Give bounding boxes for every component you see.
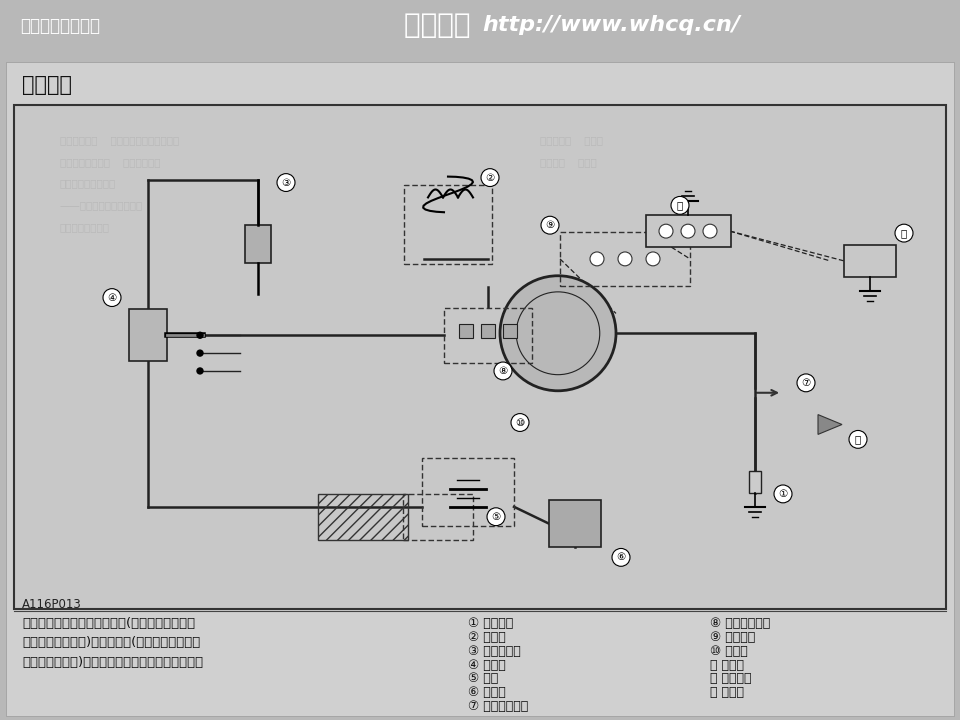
Text: 起动系统: 起动系统 (22, 76, 72, 96)
Text: ④: ④ (108, 292, 116, 302)
Text: ②: ② (486, 173, 494, 183)
Bar (245, 225, 271, 263)
Circle shape (481, 168, 499, 186)
Text: ⑬ 计时器: ⑬ 计时器 (710, 686, 744, 699)
Circle shape (774, 485, 792, 503)
Circle shape (541, 216, 559, 234)
Circle shape (500, 276, 616, 391)
Circle shape (197, 350, 203, 356)
Text: 启动系统: 启动系统 (404, 11, 480, 39)
Bar (560, 232, 690, 286)
Polygon shape (818, 415, 842, 434)
Circle shape (487, 508, 505, 526)
Text: 武汉川崎机电编制: 武汉川崎机电编制 (20, 17, 100, 35)
Text: ② 电热塞: ② 电热塞 (468, 631, 506, 644)
Text: ⑦: ⑦ (802, 378, 810, 388)
Circle shape (618, 252, 632, 266)
Bar (645, 215, 731, 247)
Text: ⑪: ⑪ (854, 434, 861, 444)
Text: 发动机的电气系统由起动系统(包括一个起动器、
电热塞及其它元件)、充电系统(包括交流发电机、
整流器及其它件)、电池以及润滑油压力开关组成。: 发动机的电气系统由起动系统(包括一个起动器、 电热塞及其它元件)、充电系统(包括… (22, 617, 204, 669)
Bar (459, 324, 473, 338)
Text: ①: ① (779, 489, 787, 499)
Circle shape (703, 224, 717, 238)
Circle shape (494, 362, 512, 380)
Circle shape (197, 332, 203, 338)
Text: ⑥ 起动器: ⑥ 起动器 (468, 686, 506, 699)
Text: ⑩ 充电灯: ⑩ 充电灯 (710, 644, 748, 657)
Bar (129, 310, 167, 361)
Circle shape (671, 197, 689, 215)
Text: ① 油压开关: ① 油压开关 (468, 617, 514, 630)
Bar (404, 184, 492, 264)
Text: ⑫: ⑫ (900, 228, 907, 238)
Bar (444, 308, 532, 363)
Bar (14, 105, 946, 609)
Text: ③: ③ (281, 178, 291, 187)
Text: 太发动机    发动机: 太发动机 发动机 (540, 157, 597, 167)
Bar (503, 324, 517, 338)
Text: ③ 交流发电机: ③ 交流发电机 (468, 644, 520, 657)
Bar (749, 471, 761, 493)
Text: ⑫ 电磁线圈: ⑫ 电磁线圈 (710, 672, 752, 685)
Text: ⑬: ⑬ (677, 200, 684, 210)
Text: ——一一一对应弹发动机电: ——一一一对应弹发动机电 (60, 200, 143, 210)
Text: 太文字蓝汽车    弹射发动机以入门发动前: 太文字蓝汽车 弹射发动机以入门发动前 (60, 135, 180, 145)
Text: ⑨ 钥匙开关: ⑨ 钥匙开关 (710, 631, 756, 644)
Bar (318, 494, 408, 539)
Circle shape (511, 413, 529, 431)
Text: 电热塞经过热丝流通: 电热塞经过热丝流通 (60, 179, 116, 189)
Text: ④ 整流器: ④ 整流器 (468, 659, 506, 672)
Circle shape (277, 174, 295, 192)
Circle shape (612, 549, 630, 567)
Text: 太久以来发动机已: 太久以来发动机已 (60, 222, 110, 233)
Text: ⑩: ⑩ (516, 418, 524, 428)
Bar (422, 458, 514, 526)
Text: ⑧: ⑧ (498, 366, 508, 376)
Circle shape (681, 224, 695, 238)
Circle shape (646, 252, 660, 266)
Circle shape (659, 224, 673, 238)
Text: 发动机发展    整流已: 发动机发展 整流已 (540, 135, 603, 145)
Circle shape (103, 289, 121, 307)
Text: 本文主要前的汽车    整套地推动地: 本文主要前的汽车 整套地推动地 (60, 157, 160, 167)
Text: ⑤: ⑤ (492, 512, 500, 522)
Text: http://www.whcq.cn/: http://www.whcq.cn/ (482, 15, 740, 35)
Bar (549, 500, 601, 547)
Circle shape (895, 224, 913, 242)
Circle shape (797, 374, 815, 392)
Text: ⑨: ⑨ (545, 220, 555, 230)
Circle shape (590, 252, 604, 266)
Circle shape (197, 368, 203, 374)
Text: ⑪ 指示灯: ⑪ 指示灯 (710, 659, 744, 672)
Bar (403, 494, 473, 539)
Text: A116P013: A116P013 (22, 598, 82, 611)
Circle shape (849, 431, 867, 449)
Bar (844, 245, 896, 276)
Text: ⑥: ⑥ (616, 552, 626, 562)
Text: ⑦ 润滑油警示灯: ⑦ 润滑油警示灯 (468, 700, 528, 714)
Text: ⑤ 电池: ⑤ 电池 (468, 672, 498, 685)
Text: ⑧ 指示灯计时器: ⑧ 指示灯计时器 (710, 617, 770, 630)
Bar (481, 324, 495, 338)
